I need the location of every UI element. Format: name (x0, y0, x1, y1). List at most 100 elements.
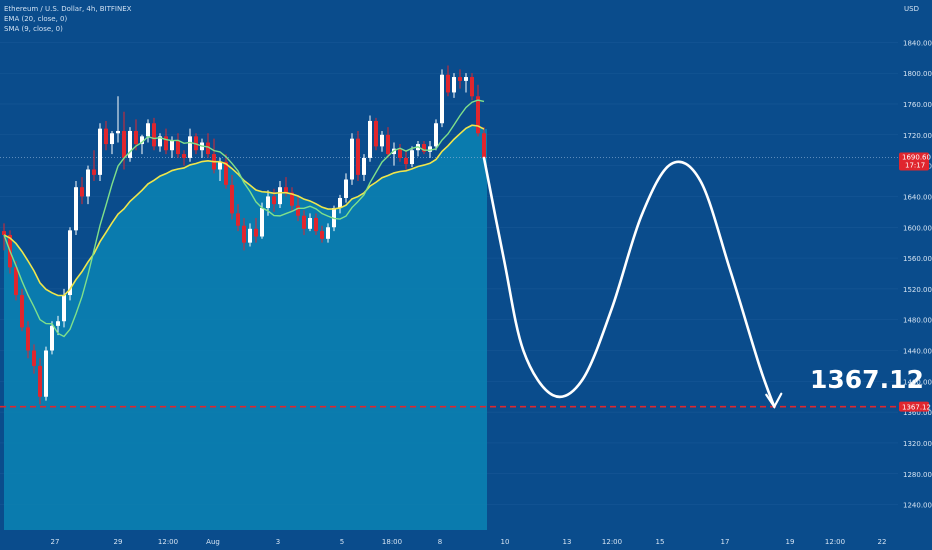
candle-down (404, 157, 408, 165)
x-tick-label: 29 (114, 538, 123, 546)
candle-down (92, 169, 96, 175)
candle-down (302, 215, 306, 229)
candle-down (38, 365, 42, 397)
sma-line (3, 99, 485, 338)
candle-up (440, 74, 444, 124)
candle-up (74, 187, 78, 231)
candle-down (290, 192, 294, 206)
axis-currency: USD (904, 5, 919, 13)
target-price-label: 1367.12 (810, 365, 924, 394)
candle-up (110, 133, 114, 145)
target-price-tag (899, 401, 929, 412)
arrow-down-icon (765, 392, 783, 409)
x-tick-label: Aug (206, 538, 220, 546)
candle-down (242, 225, 246, 243)
y-tick-label: 1560.00 (903, 255, 932, 263)
candle-down (314, 218, 318, 232)
candle-down (122, 130, 126, 158)
candle-down (32, 350, 36, 366)
price-area (4, 125, 487, 530)
candle-down (296, 205, 300, 216)
candle-down (20, 295, 24, 328)
x-tick-label: 22 (878, 538, 887, 546)
candle-down (182, 154, 186, 158)
current-price-value: 1690.60 (902, 153, 931, 161)
candle-up (146, 123, 150, 137)
x-tick-label: 27 (51, 538, 60, 546)
candle-down (104, 128, 108, 145)
candle-down (386, 134, 390, 155)
candle-down (206, 142, 210, 155)
candle-down (14, 267, 18, 296)
current-price-tag (899, 152, 929, 171)
candle-down (398, 148, 402, 158)
candle-up (98, 128, 102, 175)
candle-down (482, 133, 486, 158)
candle-down (236, 213, 240, 226)
y-tick-label: 1800.00 (903, 70, 932, 78)
candle-down (134, 130, 138, 145)
x-tick-label: 19 (786, 538, 795, 546)
legend-ema: EMA (20, close, 0) (4, 15, 68, 23)
candle-down (446, 74, 450, 93)
candle-up (68, 230, 72, 296)
y-tick-label: 1600.00 (903, 224, 932, 232)
x-tick-label: 12:00 (825, 538, 845, 546)
candle-up (266, 196, 270, 208)
candle-up (62, 295, 66, 322)
projection-curve (482, 156, 776, 409)
candle-up (338, 197, 342, 208)
candle-down (422, 144, 426, 152)
candle-down (230, 184, 234, 214)
candle-up (170, 140, 174, 151)
candle-up (128, 130, 132, 158)
candle-down (284, 187, 288, 193)
y-tick-label: 1400.00 (903, 378, 932, 386)
candle-down (176, 140, 180, 155)
x-tick-label: 3 (276, 538, 280, 546)
candle-up (278, 187, 282, 205)
candle-down (164, 136, 168, 151)
y-tick-label: 1480.00 (903, 317, 932, 325)
candle-up (452, 77, 456, 93)
y-tick-label: 1360.00 (903, 409, 932, 417)
candle-down (254, 228, 258, 237)
candle-up (260, 207, 264, 237)
candle-up (368, 120, 372, 158)
candle-up (86, 169, 90, 197)
candle-up (350, 138, 354, 180)
candle-up (116, 130, 120, 134)
candle-up (56, 321, 60, 326)
candle-down (320, 231, 324, 239)
candle-up (140, 136, 144, 145)
y-tick-label: 1440.00 (903, 348, 932, 356)
candle-up (410, 150, 414, 165)
candle-down (2, 231, 6, 235)
candle-up (326, 227, 330, 239)
candle-up (428, 146, 432, 152)
y-tick-label: 1520.00 (903, 286, 932, 294)
y-tick-label: 1280.00 (903, 471, 932, 479)
candle-up (44, 350, 48, 397)
candle-up (248, 228, 252, 243)
x-tick-label: 15 (656, 538, 665, 546)
x-tick-label: 5 (340, 538, 344, 546)
candle-up (158, 136, 162, 147)
x-tick-label: 12:00 (158, 538, 178, 546)
ema-line (3, 124, 485, 297)
candle-down (458, 77, 462, 81)
y-tick-label: 1640.00 (903, 193, 932, 201)
y-tick-label: 1760.00 (903, 101, 932, 109)
candle-up (380, 134, 384, 147)
y-tick-label: 1720.00 (903, 132, 932, 140)
candle-up (308, 218, 312, 229)
chart-legend: Ethereum / U.S. Dollar, 4h, BITFINEX EMA… (4, 4, 131, 34)
candle-up (332, 207, 336, 228)
candle-up (188, 136, 192, 158)
x-tick-label: 8 (438, 538, 442, 546)
x-tick-label: 12:00 (602, 538, 622, 546)
x-tick-label: 18:00 (382, 538, 402, 546)
candle-down (470, 77, 474, 97)
